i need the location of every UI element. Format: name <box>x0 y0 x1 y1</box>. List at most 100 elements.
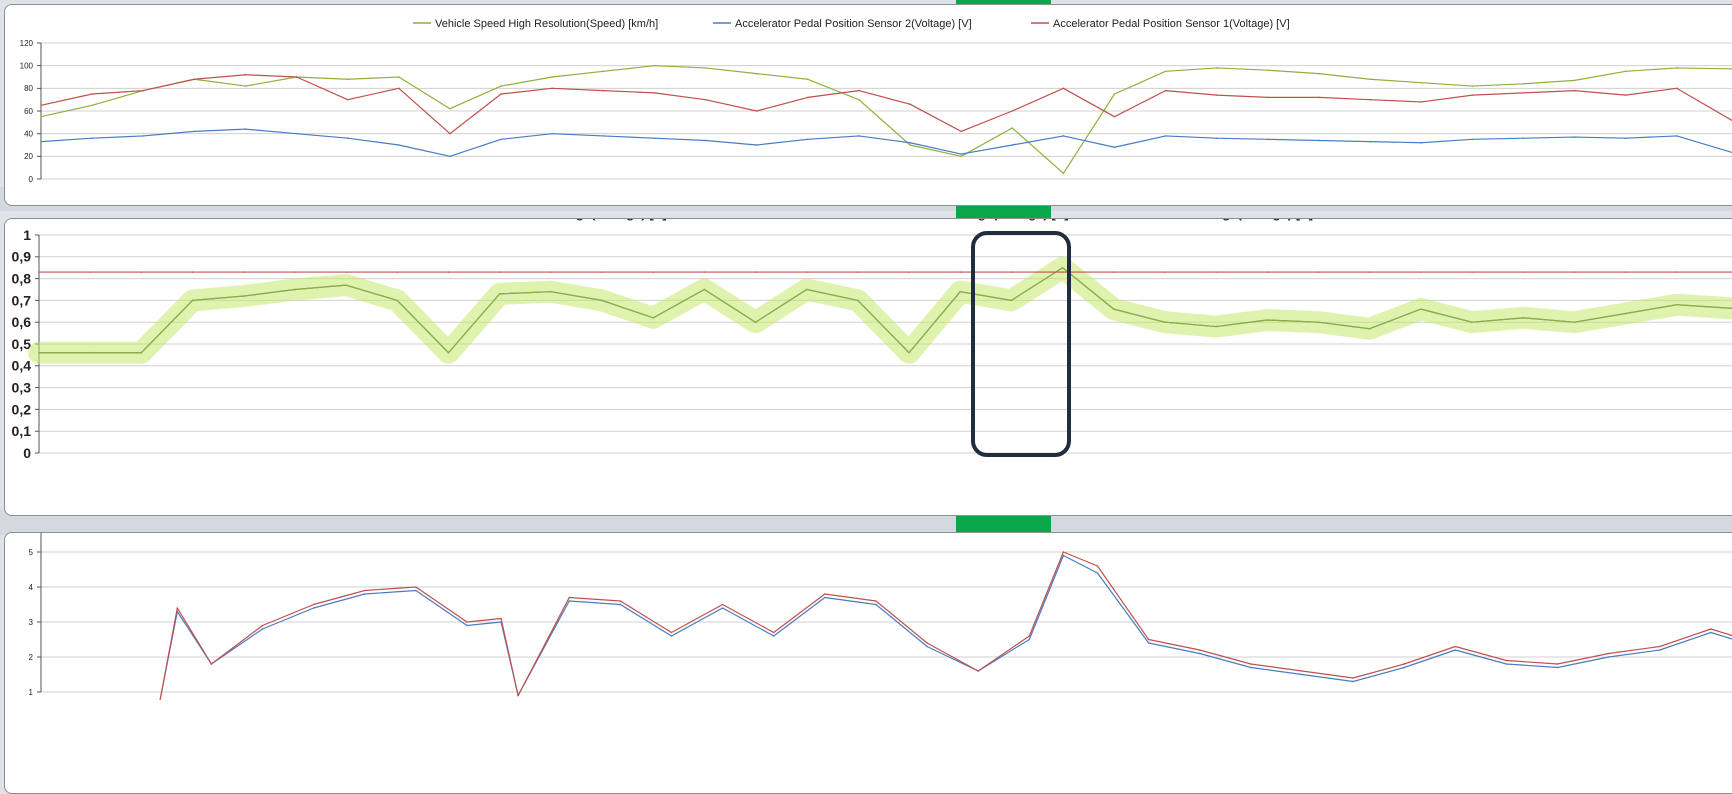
data-point <box>1352 677 1354 679</box>
data-point <box>1062 135 1065 137</box>
data-point <box>1624 94 1627 96</box>
data-point <box>1318 139 1320 142</box>
data-point <box>805 288 808 291</box>
data-point <box>857 271 859 273</box>
data-point <box>244 85 247 87</box>
data-point <box>1198 652 1201 655</box>
series-line-1[interactable] <box>40 128 1732 157</box>
data-point <box>601 299 603 302</box>
data-point <box>568 596 571 599</box>
chart-svg-filter-voltage: 0 0,1 0,2 0,3 0,4 0,5 0,6 0,7 0,8 0,9 1 Particulate… <box>12 219 1732 461</box>
data-point <box>1010 299 1013 302</box>
data-point <box>346 78 349 81</box>
legend-label[interactable]: Accelerator Pedal Position Sensor 2(Volt… <box>735 18 972 30</box>
series-line-0[interactable] <box>159 554 1732 700</box>
data-point <box>1454 645 1457 648</box>
data-point <box>1624 137 1627 139</box>
chart-panel-filter-pressure[interactable]: 123456Particulate Filter Pressure Sensor… <box>4 532 1732 794</box>
data-point <box>1471 85 1474 87</box>
scroll-marker-bottom[interactable] <box>956 515 1051 533</box>
data-point <box>1215 94 1218 96</box>
data-point <box>1573 321 1576 323</box>
data-point <box>1147 638 1150 641</box>
data-point <box>1096 572 1099 574</box>
data-point <box>1454 649 1457 651</box>
data-point <box>704 139 707 142</box>
data-point <box>703 288 706 291</box>
data-point <box>1368 271 1371 273</box>
y-tick-label: 40 <box>24 129 33 138</box>
data-point <box>807 78 809 81</box>
chart-panel-filter-voltage[interactable]: 0 0,1 0,2 0,3 0,4 0,5 0,6 0,7 0,8 0,9 1 Particulate… <box>4 218 1732 516</box>
data-point <box>960 153 962 155</box>
data-point <box>1011 127 1014 129</box>
data-point <box>38 271 40 273</box>
data-point <box>363 593 366 595</box>
data-point <box>500 93 502 95</box>
data-point <box>824 596 826 599</box>
data-point <box>652 271 654 273</box>
data-point <box>1113 146 1116 149</box>
series-line-0[interactable] <box>40 65 1732 174</box>
y-tick-label: 120 <box>20 39 34 48</box>
data-point <box>1215 137 1218 139</box>
data-point <box>517 694 519 697</box>
series-glow <box>28 256 1732 364</box>
chart-svg-speed-accelerator: 0 20 40 60 80 100 120 Vehicle Speed High Resolu… <box>20 18 1732 184</box>
data-point <box>1420 271 1422 273</box>
data-point <box>1267 138 1269 141</box>
data-point <box>1659 645 1661 648</box>
data-point <box>142 89 145 92</box>
series-line-2[interactable] <box>40 74 1732 135</box>
data-point <box>363 589 366 592</box>
data-point <box>1164 135 1167 137</box>
data-point <box>396 299 399 302</box>
data-point <box>568 600 571 602</box>
scroll-marker-top[interactable] <box>956 0 1051 7</box>
data-point <box>1624 70 1627 73</box>
legend-label[interactable]: Particulate Filter Pressure Sensor -B- V… <box>713 219 1069 221</box>
data-point <box>704 98 707 101</box>
data-point <box>1147 642 1150 644</box>
data-point <box>959 290 962 293</box>
data-point <box>295 76 298 78</box>
data-point <box>977 670 979 672</box>
data-point <box>721 607 724 609</box>
legend-label[interactable]: Accelerator Pedal Position Sensor 1(Volt… <box>1053 18 1290 30</box>
legend-label[interactable]: Vehicle Speed High Resolution(Speed) [km… <box>435 18 658 30</box>
data-point <box>500 138 502 141</box>
data-point <box>500 617 502 620</box>
data-point <box>1676 67 1678 69</box>
data-point <box>909 141 911 144</box>
data-point <box>210 663 213 665</box>
data-point <box>346 137 349 139</box>
series-line-1[interactable] <box>39 267 1732 354</box>
data-point <box>447 351 450 354</box>
data-point <box>754 271 757 273</box>
scroll-marker-middle[interactable] <box>956 206 1051 218</box>
data-point <box>244 73 247 76</box>
legend-label[interactable]: Reference Voltage(Voltage) [V] <box>1125 219 1313 221</box>
data-point <box>176 607 179 609</box>
legend-label[interactable]: Particulate Filter Pressure Sensor -A- V… <box>311 219 667 221</box>
data-point <box>1403 666 1405 669</box>
data-point <box>858 135 860 137</box>
y-tick-label: 0,7 <box>12 292 32 308</box>
data-point <box>1471 94 1474 96</box>
data-point <box>415 586 417 588</box>
data-point <box>858 89 860 92</box>
data-point <box>1317 271 1320 273</box>
data-point <box>242 295 245 297</box>
data-point <box>1607 652 1610 655</box>
data-point <box>1113 93 1116 95</box>
chart-panel-speed-accelerator[interactable]: 0 20 40 60 80 100 120 Vehicle Speed High Resolu… <box>4 4 1732 206</box>
series-line-1[interactable] <box>159 551 1732 700</box>
data-point <box>1607 656 1610 658</box>
data-point <box>1420 141 1423 144</box>
data-point <box>498 271 501 273</box>
data-point <box>960 130 962 133</box>
data-point <box>1522 137 1525 139</box>
data-point <box>89 271 91 273</box>
data-point <box>653 92 656 94</box>
y-tick-label: 80 <box>24 84 33 93</box>
